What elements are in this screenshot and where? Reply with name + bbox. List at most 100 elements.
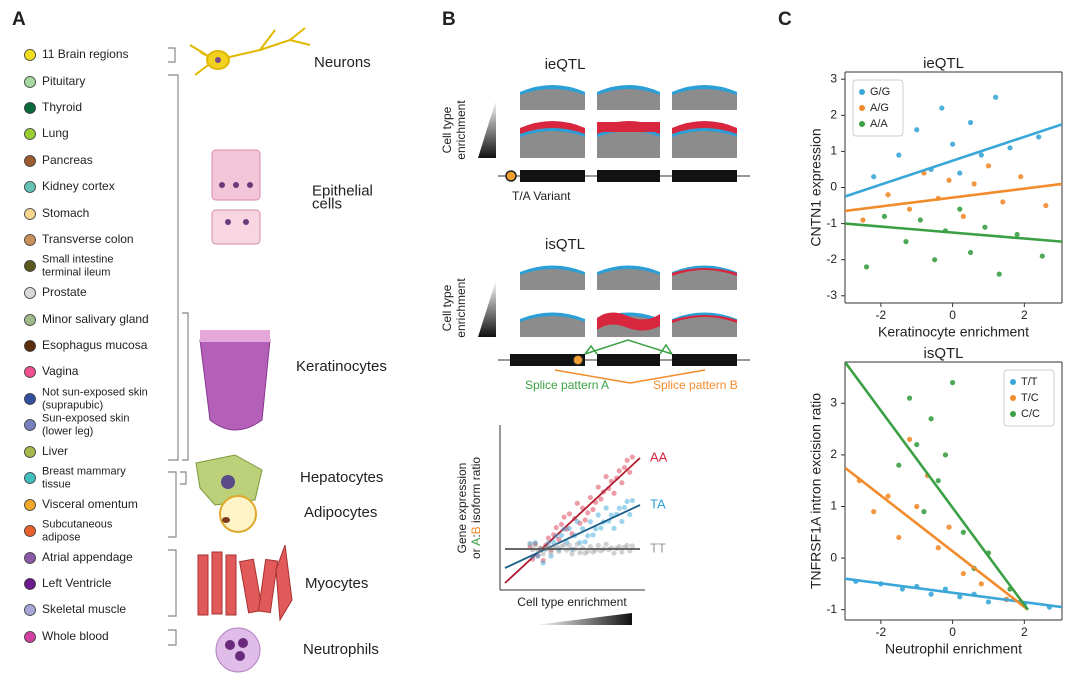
point (946, 177, 952, 183)
label: Minor salivary gland (42, 312, 149, 326)
gene-track (498, 170, 750, 384)
schematic-point (556, 536, 562, 543)
label: Breast mammary tissue (42, 465, 126, 490)
tissue-dot (24, 287, 36, 299)
schematic-point (553, 543, 559, 549)
label-line: Epithelial (312, 182, 373, 199)
legend-label: A/G (870, 102, 889, 114)
schematic-title: ieQTL (545, 56, 586, 73)
exon-shape (597, 89, 660, 110)
keratinocytes (199, 330, 271, 431)
legend-swatch (859, 89, 865, 95)
exon-shape (597, 131, 660, 158)
x-axis-label: Neutrophil enrichment (885, 641, 1022, 657)
point (863, 264, 870, 270)
point (1007, 145, 1013, 151)
point (1039, 253, 1045, 259)
label-line: Whole blood (42, 629, 109, 643)
label: Subcutaneous adipose (42, 518, 113, 543)
schematic-point (566, 511, 572, 517)
point (914, 441, 920, 448)
schematic-point (616, 544, 622, 550)
tissue-dot (24, 552, 36, 564)
point (950, 141, 956, 147)
point (885, 192, 891, 198)
schematic-point (621, 464, 628, 471)
label-line: 11 Brain regions (42, 47, 129, 61)
y-tick-label: 1 (830, 499, 837, 513)
schematic-point (553, 524, 559, 531)
exon-shape (597, 269, 660, 290)
legend-label: T/T (1021, 376, 1038, 388)
point (985, 163, 992, 169)
tissue-dot (24, 578, 36, 590)
label-line: Transverse colon (42, 232, 134, 246)
fit-line (845, 577, 1062, 609)
schematic-point (629, 497, 635, 504)
legend-label: T/C (1021, 392, 1039, 404)
label-line: Esophagus mucosa (42, 338, 148, 352)
schematic-point (585, 548, 591, 555)
neuron (189, 27, 311, 76)
splice-label: Splice pattern B (653, 378, 738, 392)
point (914, 503, 920, 510)
label: Stomach (42, 206, 89, 220)
x-axis-label: Keratinocyte enrichment (878, 324, 1029, 340)
point (1014, 231, 1020, 238)
schematic-line (504, 457, 641, 584)
schematic-point (619, 549, 625, 555)
point (885, 493, 891, 499)
label: Adipocytes (304, 504, 377, 521)
schematic-line-label: TA (650, 496, 666, 511)
point (871, 174, 877, 180)
schematic-point (590, 549, 596, 555)
y-tick-label: 1 (830, 144, 837, 158)
schematic-point (595, 512, 601, 518)
schematic-point (569, 551, 575, 557)
schematic-point (577, 550, 583, 556)
label-line: Visceral omentum (42, 497, 138, 511)
label: Left Ventricle (42, 576, 112, 590)
legend-box (1003, 369, 1055, 427)
label: Esophagus mucosa (42, 338, 148, 352)
label-line: or (469, 546, 483, 559)
schematic-point (574, 518, 580, 525)
hepatocyte (195, 454, 263, 506)
y-tick-label: -1 (826, 602, 837, 616)
tissue-dot (24, 446, 36, 458)
label-line: Neutrophils (303, 641, 379, 658)
label-line: Pituitary (42, 74, 85, 88)
label-line: Sun-exposed skin (42, 412, 129, 424)
point (950, 380, 956, 386)
fit-line (845, 362, 1029, 611)
label-line: Cell type (440, 284, 454, 331)
legend-swatch (859, 121, 865, 127)
y-axis-label: Cell typeenrichment (440, 100, 468, 160)
point (906, 395, 913, 401)
adipocyte (219, 495, 257, 533)
tissue-dot (24, 49, 36, 61)
tissue-dot (24, 366, 36, 378)
label-line: Stomach (42, 206, 89, 220)
label: Kidney cortex (42, 179, 115, 193)
x-tick-label: -2 (876, 625, 887, 639)
exon-shape (520, 269, 585, 290)
x-tick-label: 2 (1021, 308, 1028, 322)
y-tick-label: 0 (830, 550, 837, 564)
schematic-point (540, 557, 546, 564)
point (939, 105, 945, 111)
point (906, 206, 913, 212)
point (1018, 174, 1024, 180)
label-line: Adipocytes (304, 504, 377, 521)
panel-label: A (12, 9, 26, 30)
label: Pancreas (42, 153, 93, 167)
tissue-dot (24, 155, 36, 167)
gradient-wedge (478, 100, 496, 158)
schematic-point (540, 560, 546, 566)
label-part: : (469, 534, 483, 537)
schematic-title: isQTL (545, 236, 585, 253)
label-line: Kidney cortex (42, 179, 115, 193)
point (978, 581, 984, 587)
y-tick-label: -3 (826, 288, 837, 302)
